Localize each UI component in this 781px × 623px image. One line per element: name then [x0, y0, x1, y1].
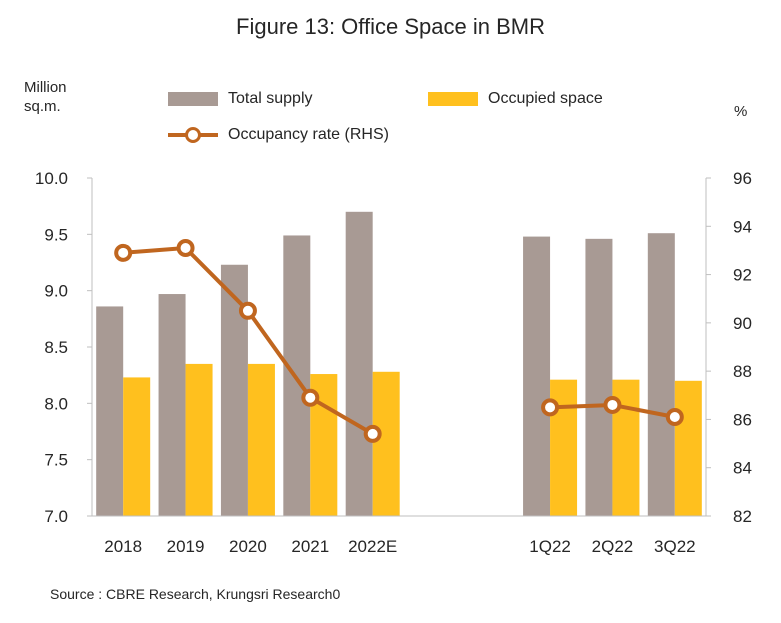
- y-right-tick-label: 84: [733, 459, 752, 478]
- source-note: Source : CBRE Research, Krungsri Researc…: [50, 586, 341, 602]
- bar-total-supply-2019: [158, 294, 186, 516]
- x-tick-label-3Q22: 3Q22: [654, 537, 696, 556]
- left-axis-unit: Million sq.m.: [24, 78, 67, 116]
- x-tick-label-2022E: 2022E: [348, 537, 397, 556]
- left-axis-unit-line1: Million: [24, 79, 67, 96]
- occupancy-rate-point-2019: [176, 239, 195, 258]
- y-right-tick-label: 86: [733, 410, 752, 429]
- legend-occupied-space: Occupied space: [428, 90, 603, 108]
- bar-total-supply-3Q22: [647, 233, 675, 516]
- legend-total-supply: Total supply: [168, 90, 313, 108]
- legend-occupancy-rate: Occupancy rate (RHS): [168, 126, 389, 144]
- occupancy-rate-point-3Q22: [665, 408, 684, 427]
- x-tick-label-2019: 2019: [167, 537, 205, 556]
- bar-total-supply-1Q22: [523, 236, 551, 516]
- bar-total-supply-2Q22: [585, 238, 613, 516]
- y-right-tick-label: 82: [733, 507, 752, 526]
- bar-total-supply-2018: [96, 306, 124, 516]
- occupancy-rate-point-2020: [238, 301, 257, 320]
- y-right-tick-label: 96: [733, 169, 752, 188]
- y-right-tick-label: 94: [733, 217, 752, 236]
- y-left-tick-label: 10.0: [35, 169, 68, 188]
- bar-total-supply-2020: [220, 264, 248, 516]
- legend-label-total-supply: Total supply: [228, 90, 313, 107]
- x-tick-label-2Q22: 2Q22: [592, 537, 634, 556]
- left-axis-unit-line2: sq.m.: [24, 98, 61, 115]
- x-tick-label-2021: 2021: [291, 537, 329, 556]
- bar-occupied-space-3Q22: [674, 380, 702, 516]
- bar-total-supply-2022E: [345, 211, 373, 517]
- y-left-tick-label: 8.0: [44, 394, 68, 413]
- x-tick-label-2020: 2020: [229, 537, 267, 556]
- legend-swatch-occupied-space: [428, 92, 478, 106]
- bar-occupied-space-2018: [123, 377, 151, 516]
- legend-label-occupied-space: Occupied space: [488, 90, 603, 107]
- occupancy-rate-point-2022E: [363, 424, 382, 443]
- legend-swatch-occupancy-rate: [168, 126, 218, 144]
- occupancy-rate-point-2021: [301, 388, 320, 407]
- y-right-tick-label: 90: [733, 314, 752, 333]
- x-tick-label-2018: 2018: [104, 537, 142, 556]
- legend-swatch-total-supply: [168, 92, 218, 106]
- y-left-tick-label: 7.0: [44, 507, 68, 526]
- occupancy-rate-point-1Q22: [541, 398, 560, 417]
- x-tick-label-1Q22: 1Q22: [529, 537, 571, 556]
- legend-label-occupancy-rate: Occupancy rate (RHS): [228, 126, 389, 143]
- y-left-tick-label: 8.5: [44, 338, 68, 357]
- chart-title: Figure 13: Office Space in BMR: [236, 14, 545, 39]
- y-left-tick-label: 7.5: [44, 451, 68, 470]
- occupancy-rate-point-2018: [114, 243, 133, 262]
- y-left-tick-label: 9.0: [44, 282, 68, 301]
- y-left-tick-label: 9.5: [44, 225, 68, 244]
- occupancy-rate-point-2Q22: [603, 395, 622, 414]
- y-right-tick-label: 88: [733, 362, 752, 381]
- bar-occupied-space-2019: [185, 363, 213, 516]
- bar-occupied-space-2022E: [372, 371, 400, 516]
- right-axis-unit: %: [734, 103, 748, 120]
- y-right-tick-label: 92: [733, 266, 752, 285]
- bar-occupied-space-2020: [247, 363, 275, 516]
